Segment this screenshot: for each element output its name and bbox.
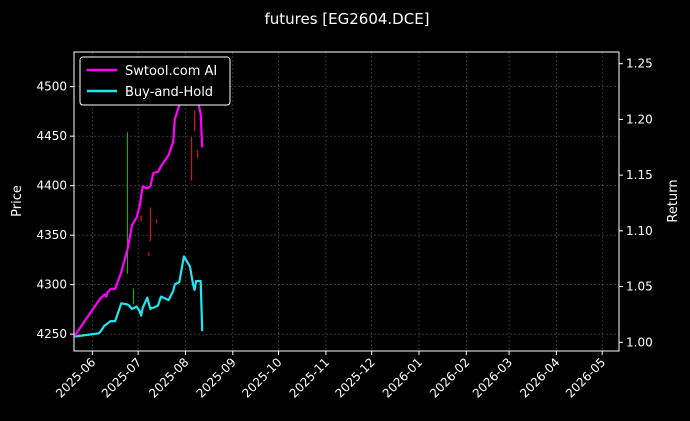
x-tick-label: 2026-02 <box>427 355 472 400</box>
y-tick-label: 4450 <box>36 129 67 143</box>
x-axis-ticks: 2025-06 2025-07 2025-08 2025-09 2025-10 2025-… <box>53 351 608 401</box>
y2-tick-label: 1.20 <box>626 112 653 126</box>
signal-markers <box>126 110 199 305</box>
x-tick-label: 2025-08 <box>146 355 191 400</box>
x-tick-label: 2025-12 <box>332 355 377 400</box>
x-tick-label: 2026-03 <box>470 355 515 400</box>
y2-axis-ticks: 1.00 1.05 1.10 1.15 1.20 1.25 <box>619 57 653 349</box>
y-axis-label: Price <box>10 185 25 217</box>
chart-title: futures [EG2604.DCE] <box>264 10 429 28</box>
x-tick-label: 2025-06 <box>53 355 98 400</box>
plot-frame <box>73 51 620 352</box>
y-tick-label: 4300 <box>36 278 67 292</box>
y2-axis-label: Return <box>666 179 681 222</box>
legend-box <box>79 56 231 106</box>
y-tick-label: 4500 <box>36 80 67 94</box>
y2-tick-label: 1.10 <box>626 224 653 238</box>
legend-label-swtool: Swtool.com AI <box>125 64 217 79</box>
y2-tick-label: 1.00 <box>626 335 653 349</box>
y2-tick-label: 1.15 <box>626 168 653 182</box>
x-tick-label: 2026-01 <box>380 355 425 400</box>
y2-tick-label: 1.05 <box>626 280 653 294</box>
y2-tick-label: 1.25 <box>626 57 653 71</box>
legend: Swtool.com AI Buy-and-Hold <box>79 56 231 106</box>
x-tick-label: 2025-09 <box>194 355 239 400</box>
x-tick-label: 2025-07 <box>99 355 144 400</box>
series-line-buy-and-hold <box>73 255 204 338</box>
x-tick-label: 2026-04 <box>517 355 562 400</box>
y-axis-ticks: 4250 4300 4350 4400 4450 4500 <box>36 80 74 341</box>
x-tick-label: 2025-11 <box>287 355 332 400</box>
y-tick-label: 4400 <box>36 179 67 193</box>
legend-label-buy-and-hold: Buy-and-Hold <box>125 85 213 100</box>
x-tick-label: 2025-10 <box>239 355 284 400</box>
x-tick-label: 2026-05 <box>563 355 608 400</box>
y-tick-label: 4250 <box>36 327 67 341</box>
y-tick-label: 4350 <box>36 228 67 242</box>
grid-lines <box>74 52 619 351</box>
